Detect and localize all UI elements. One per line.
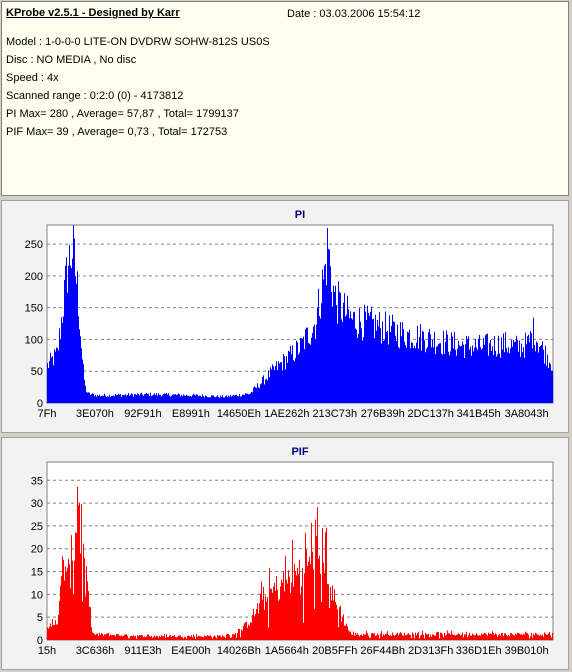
pi-chart-panel: PI 0 50 100 150 200 250 7Fh 3E070h 92F91h E8991h 14… — [1, 200, 569, 433]
x-tick-label: 3C636h — [76, 645, 115, 657]
x-tick-label: 276B39h — [361, 408, 405, 420]
x-tick-label: 39B010h — [505, 645, 549, 657]
x-tick-label: 336D1Eh — [456, 645, 502, 657]
y-tick-label: 30 — [31, 498, 43, 510]
scan-date: Date : 03.03.2006 15:54:12 — [287, 8, 421, 20]
y-tick-label: 10 — [31, 589, 43, 601]
series-path — [47, 225, 553, 403]
model-line: Model : 1-0-0-0 LITE-ON DVDRW SOHW-812S … — [6, 36, 270, 48]
y-tick-label: 100 — [25, 334, 43, 346]
y-tick-label: 200 — [25, 271, 43, 283]
x-tick-label: 7Fh — [38, 408, 57, 420]
x-tick-label: E8991h — [172, 408, 210, 420]
x-tick-label: 26F44Bh — [360, 645, 405, 657]
x-tick-label: 3A8043h — [505, 408, 549, 420]
series-bars — [47, 486, 553, 640]
pif-chart-panel: PIF 0 5 10 15 20 25 30 35 15h 3C636h 911E3h E4E00h 14… — [1, 437, 569, 670]
app-title: KProbe v2.5.1 - Designed by Karr — [6, 7, 180, 19]
y-tick-label: 20 — [31, 544, 43, 556]
chart-title: PIF — [291, 446, 308, 458]
x-tick-label: E4E00h — [171, 645, 210, 657]
x-tick-label: 2DC137h — [407, 408, 453, 420]
speed-line: Speed : 4x — [6, 72, 59, 84]
series-path — [47, 486, 553, 640]
y-tick-label: 5 — [37, 612, 43, 624]
x-tick-label: 341B45h — [457, 408, 501, 420]
y-tick-label: 25 — [31, 521, 43, 533]
y-tick-label: 250 — [25, 239, 43, 251]
x-tick-label: 15h — [38, 645, 56, 657]
x-tick-label: 1A5664h — [265, 645, 309, 657]
pi-chart: PI 0 50 100 150 200 250 7Fh 3E070h 92F91h E8991h 14… — [25, 209, 554, 420]
x-tick-label: 92F91h — [124, 408, 161, 420]
x-tick-label: 3E070h — [76, 408, 114, 420]
y-tick-label: 0 — [37, 635, 43, 647]
chart-title: PI — [295, 209, 305, 221]
info-panel: KProbe v2.5.1 - Designed by Karr Date : … — [1, 1, 569, 196]
range-line: Scanned range : 0:2:0 (0) - 4173812 — [6, 90, 184, 102]
pif-stats-line: PIF Max= 39 , Average= 0,73 , Total= 172… — [6, 126, 228, 138]
x-tick-label: 14650Eh — [217, 408, 261, 420]
x-tick-label: 911E3h — [124, 645, 161, 657]
pi-stats-line: PI Max= 280 , Average= 57,87 , Total= 17… — [6, 108, 239, 120]
x-tick-label: 213C73h — [312, 408, 357, 420]
y-tick-label: 50 — [31, 366, 43, 378]
x-tick-label: 2D313Fh — [408, 645, 453, 657]
x-tick-label: 1AE262h — [264, 408, 309, 420]
disc-line: Disc : NO MEDIA , No disc — [6, 54, 137, 66]
series-bars — [47, 225, 553, 403]
y-tick-label: 15 — [31, 567, 43, 579]
x-tick-label: 14026Bh — [217, 645, 261, 657]
y-tick-label: 0 — [37, 398, 43, 410]
x-tick-label: 20B5FFh — [312, 645, 357, 657]
pif-chart: PIF 0 5 10 15 20 25 30 35 15h 3C636h 911E3h E4E00h 14… — [31, 446, 554, 657]
y-tick-label: 35 — [31, 475, 43, 487]
y-tick-label: 150 — [25, 303, 43, 315]
